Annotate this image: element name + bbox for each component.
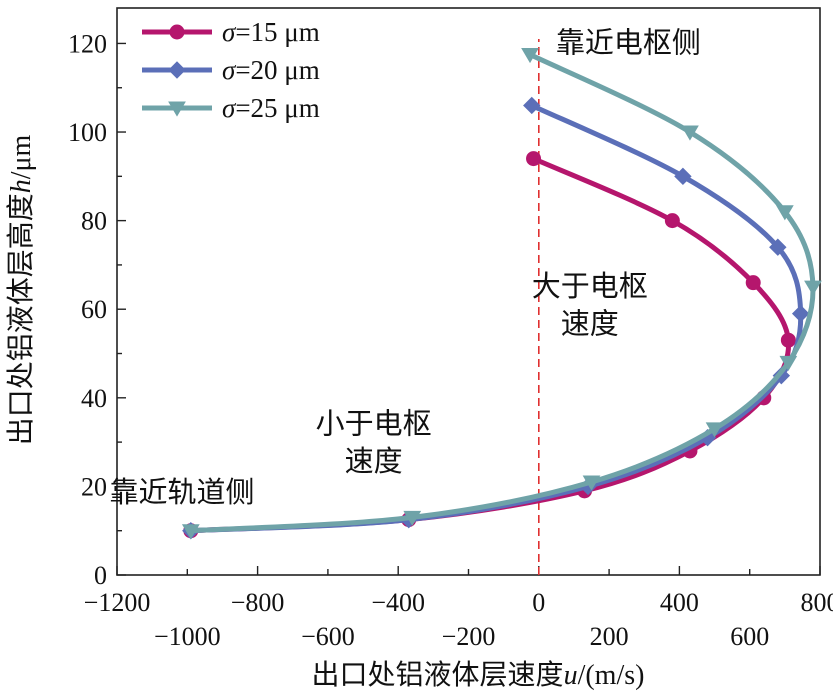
legend-item: σ=20 μm [142, 55, 320, 85]
data-point-circle [745, 275, 761, 291]
legend: σ=15 μm σ=20 μm σ=25 μm [142, 17, 320, 123]
y-tick-label: 0 [94, 561, 107, 590]
series-1 [183, 151, 796, 539]
x-tick-label: −200 [442, 622, 496, 651]
data-point-triangle [804, 280, 822, 296]
series-line [188, 156, 792, 534]
data-point-triangle [403, 510, 422, 527]
x-tick-label: 800 [801, 588, 833, 617]
data-point-diamond [168, 61, 186, 79]
data-point-triangle [582, 475, 601, 491]
data-point-diamond [523, 96, 541, 115]
annotation-text: 靠近电枢侧 [556, 25, 701, 59]
data-point-triangle [705, 422, 724, 438]
annotation-text: 小于电枢 [316, 406, 432, 440]
annotation-text: 速度 [345, 444, 403, 478]
series-line [188, 52, 816, 534]
y-tick-label: 80 [81, 207, 107, 236]
y-tick-label: 100 [68, 118, 107, 147]
x-tick-label: −600 [301, 622, 355, 651]
y-tick-label: 60 [81, 295, 107, 324]
data-point-triangle [168, 101, 186, 117]
series-layer [181, 48, 822, 540]
series-line [188, 102, 804, 534]
data-point-triangle [521, 48, 539, 64]
x-tick-label: −1000 [154, 622, 221, 651]
series-3 [181, 48, 822, 540]
data-point-triangle [181, 524, 200, 540]
data-point-circle [780, 332, 796, 348]
x-axis-label: 出口处铝液体层速度u/(m/s) [312, 658, 645, 691]
annotation-text: 速度 [561, 307, 619, 341]
data-point-triangle [681, 125, 699, 141]
x-tick-label: −1200 [84, 588, 151, 617]
data-point-circle [664, 213, 680, 229]
x-tick-label: 400 [660, 588, 699, 617]
axes-layer: −1200 −800 −400 0 400 800 −1000 −600 −200 200 600 0… [68, 7, 833, 651]
legend-label: σ=15 μm [222, 17, 320, 47]
series-2 [182, 96, 810, 540]
legend-item: σ=15 μm [142, 17, 320, 47]
annotation-text: 靠近轨道侧 [110, 475, 255, 509]
x-tick-label: 0 [532, 588, 545, 617]
legend-label: σ=25 μm [222, 93, 320, 123]
x-tick-label: 600 [730, 622, 769, 651]
x-tick-label: −400 [371, 588, 425, 617]
x-tick-label: 200 [590, 622, 629, 651]
y-tick-label: 20 [81, 472, 107, 501]
data-point-diamond [674, 167, 692, 186]
y-tick-label: 120 [68, 29, 107, 58]
data-point-triangle [775, 205, 794, 221]
x-tick-label: −800 [231, 588, 285, 617]
y-axis-label: 出口处铝液体层高度h/μm [4, 134, 37, 445]
data-point-triangle [779, 355, 798, 371]
legend-item: σ=25 μm [142, 93, 320, 123]
data-point-circle [169, 24, 185, 40]
annotation-text: 大于电枢 [532, 269, 648, 303]
data-point-diamond [791, 304, 810, 323]
legend-label: σ=20 μm [222, 55, 320, 85]
data-point-circle [526, 151, 542, 167]
y-tick-label: 40 [81, 384, 107, 413]
data-point-diamond [769, 238, 787, 256]
